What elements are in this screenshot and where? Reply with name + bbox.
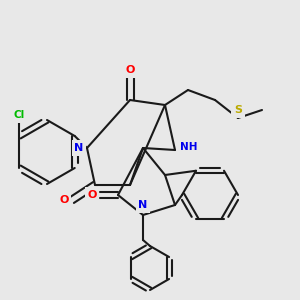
- Text: N: N: [138, 200, 148, 210]
- Text: NH: NH: [180, 142, 198, 152]
- Text: N: N: [74, 143, 84, 153]
- Text: O: O: [125, 65, 135, 75]
- Text: O: O: [59, 195, 69, 205]
- Text: S: S: [234, 105, 242, 115]
- Text: O: O: [87, 190, 97, 200]
- Text: Cl: Cl: [14, 110, 25, 120]
